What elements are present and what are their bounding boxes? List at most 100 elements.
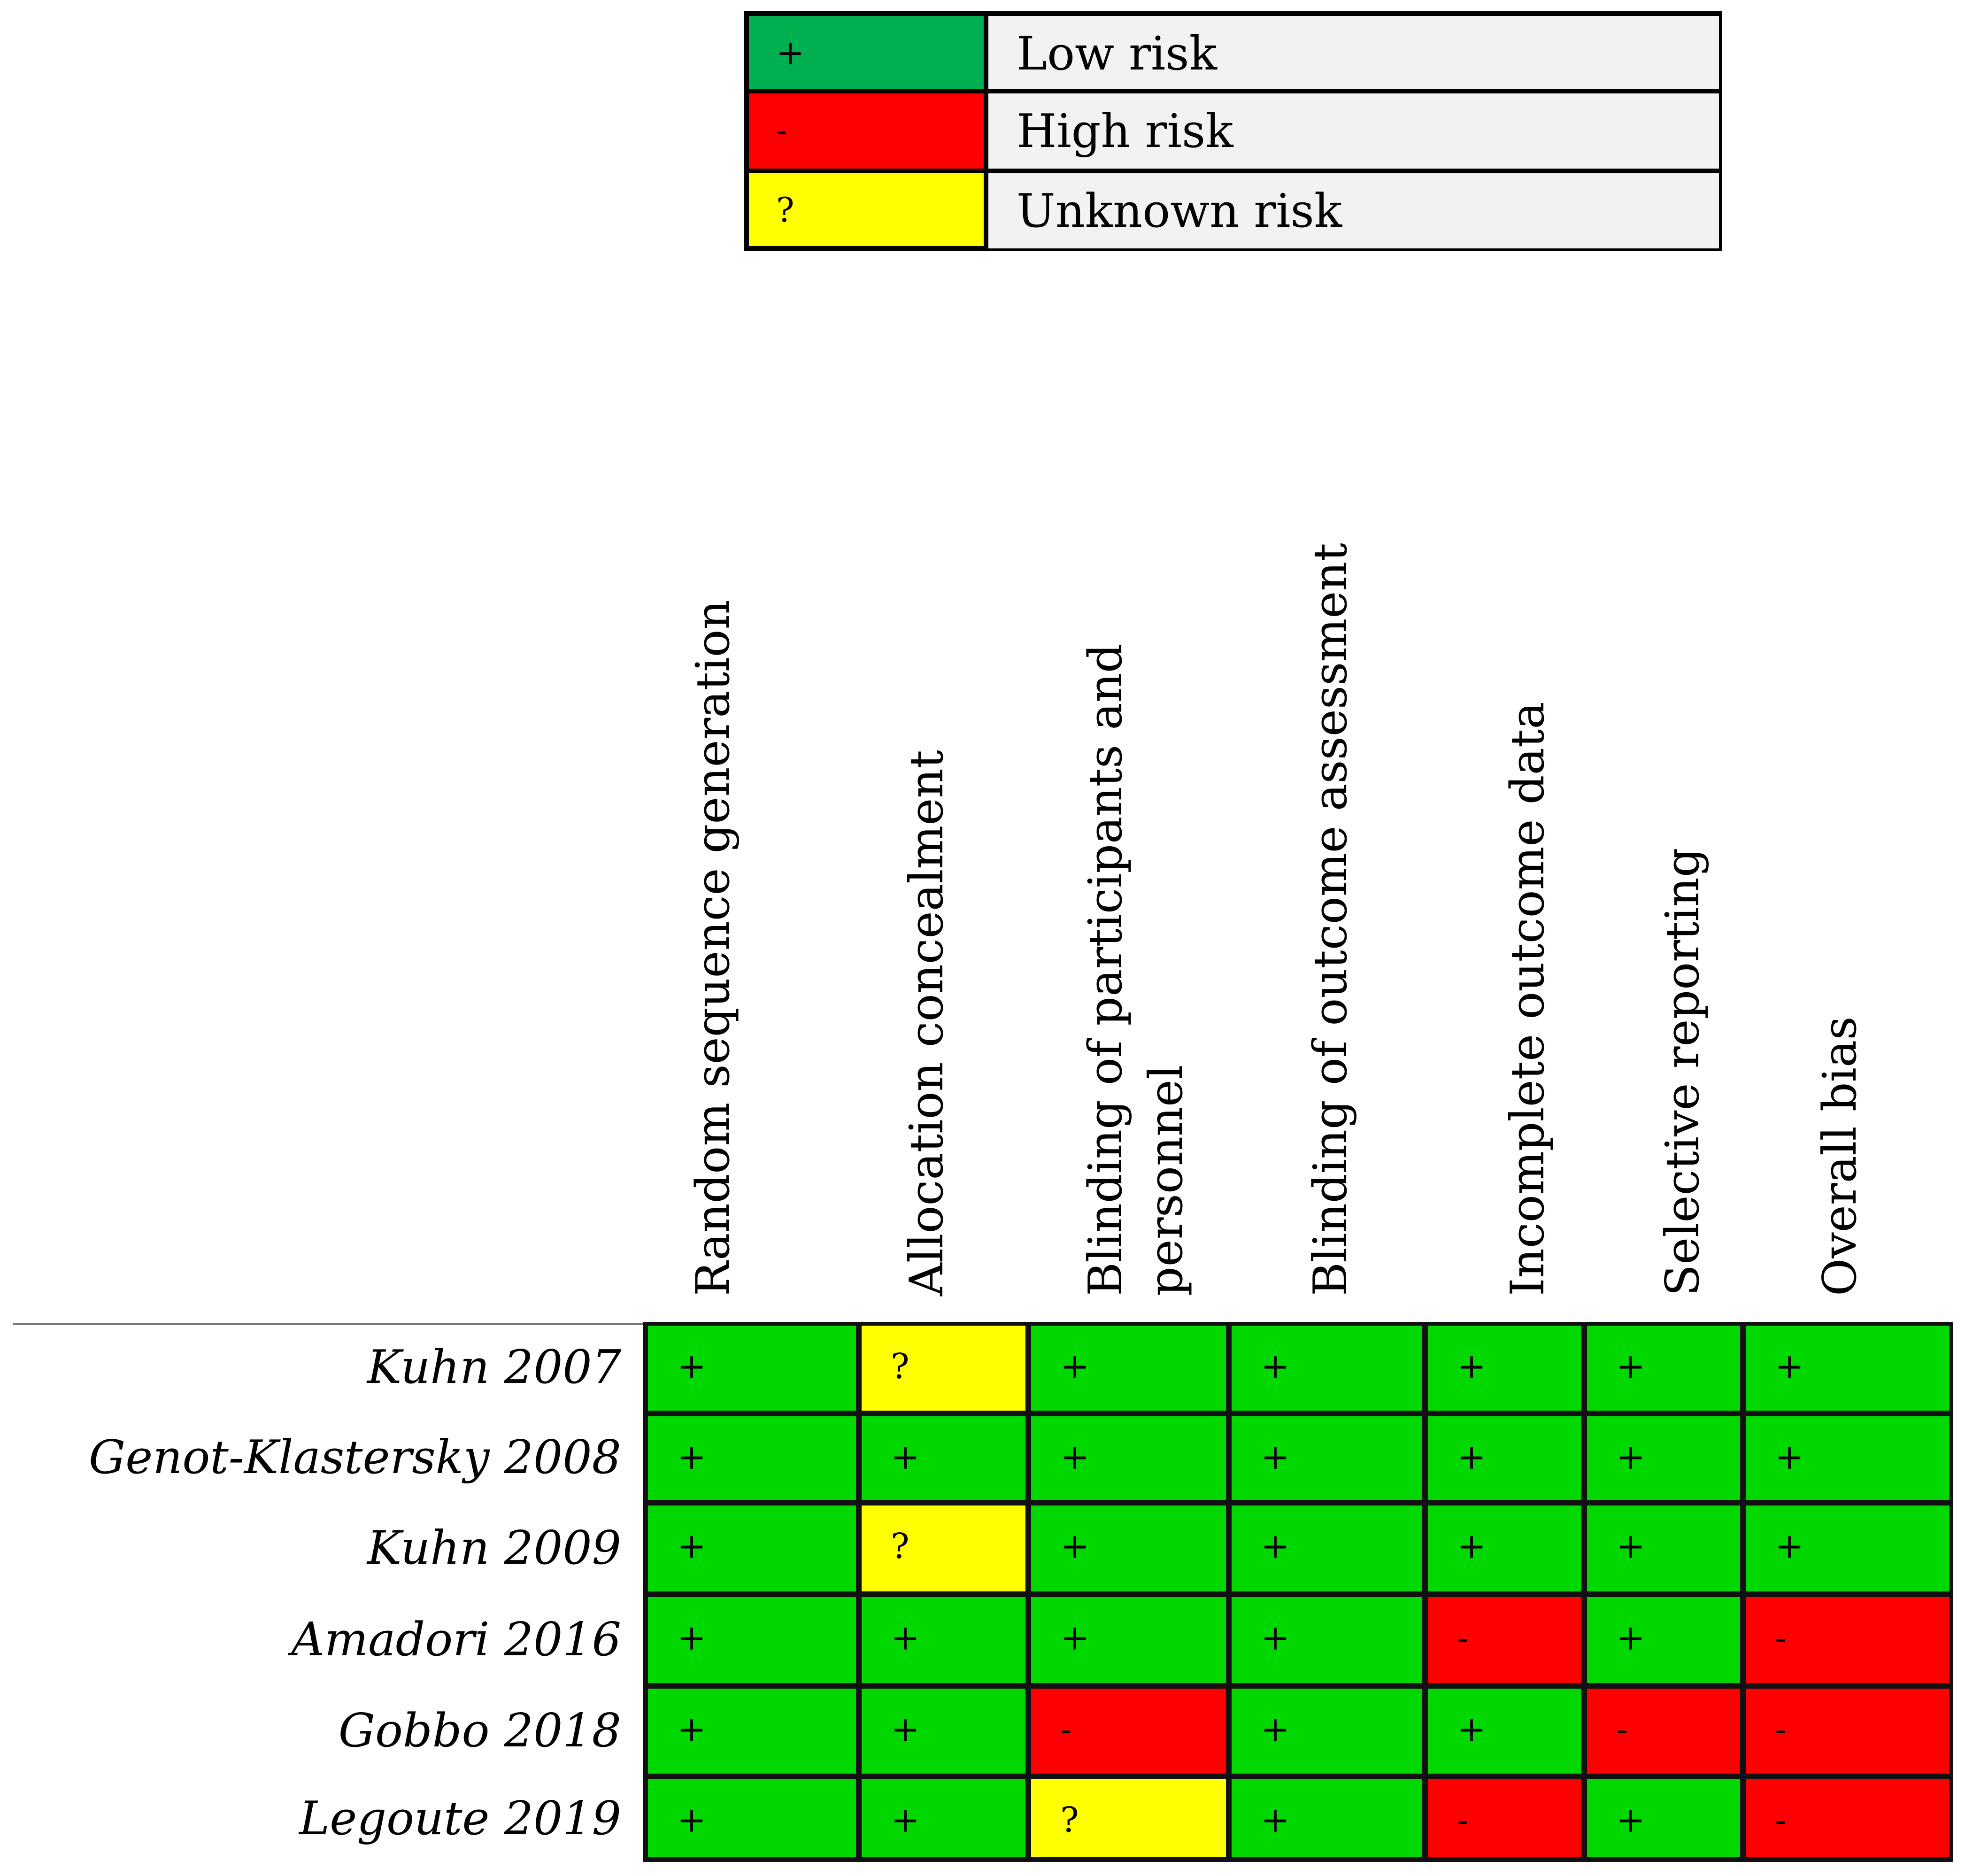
risk-symbol: +: [1261, 1526, 1290, 1567]
column-header-4: Blinding of outcome assessment: [1301, 543, 1361, 1296]
legend-label-cell-high: High risk: [988, 91, 1722, 171]
risk-symbol: +: [677, 1800, 707, 1840]
legend-swatch-high: -: [744, 91, 988, 171]
risk-symbol: +: [1261, 1618, 1290, 1658]
risk-symbol: +: [1775, 1526, 1804, 1567]
column-header-6: Selective reporting: [1653, 848, 1713, 1296]
risk-cell: +: [648, 1505, 856, 1591]
risk-cell: +: [1587, 1505, 1740, 1591]
risk-cell: +: [1232, 1326, 1422, 1411]
column-header-line: Blinding of outcome assessment: [1304, 543, 1358, 1296]
risk-symbol: +: [677, 1618, 707, 1658]
risk-cell: +: [1587, 1597, 1740, 1683]
risk-cell: +: [1232, 1505, 1422, 1591]
risk-cell: +: [862, 1779, 1025, 1857]
column-header-line: Selective reporting: [1656, 848, 1710, 1296]
risk-cell: +: [1031, 1326, 1226, 1411]
risk-symbol: +: [677, 1526, 707, 1567]
column-header-line: Blinding of participants and: [1079, 643, 1133, 1296]
risk-cell: ?: [862, 1326, 1025, 1411]
risk-symbol: +: [1261, 1346, 1290, 1387]
risk-cell: +: [1428, 1505, 1581, 1591]
study-label: Kuhn 2007: [367, 1340, 621, 1394]
column-header-1: Random sequence generation: [683, 600, 744, 1296]
risk-symbol: +: [677, 1709, 707, 1750]
risk-cell: +: [862, 1416, 1025, 1500]
risk-symbol: +: [1616, 1618, 1646, 1658]
risk-cell: +: [1746, 1326, 1950, 1411]
risk-cell: +: [1031, 1597, 1226, 1683]
risk-symbol: -: [1060, 1709, 1072, 1750]
risk-cell: +: [862, 1597, 1025, 1683]
study-label: Genot-Klastersky 2008: [89, 1431, 621, 1484]
risk-cell: +: [1428, 1689, 1581, 1774]
risk-symbol: -: [1616, 1709, 1628, 1750]
risk-cell: +: [862, 1689, 1025, 1774]
study-label: Amadori 2016: [291, 1613, 621, 1667]
risk-cell: +: [1031, 1416, 1226, 1500]
risk-symbol: -: [1775, 1800, 1787, 1840]
risk-symbol: ?: [1060, 1800, 1079, 1840]
risk-symbol: +: [1261, 1437, 1290, 1477]
header-rule: [13, 1323, 644, 1325]
risk-cell: +: [1232, 1779, 1422, 1857]
legend-row-high: - High risk: [744, 91, 1722, 171]
risk-cell: +: [648, 1326, 856, 1411]
risk-symbol: ?: [891, 1526, 909, 1567]
risk-cell: +: [1746, 1416, 1950, 1500]
risk-cell: -: [1031, 1689, 1226, 1774]
risk-of-bias-grid: +? + + + + + + + + + + + + +? + + + + + + + + + - + - + + - + + - - + +? + -…: [643, 1322, 1953, 1862]
risk-cell: +: [648, 1416, 856, 1500]
risk-symbol: +: [1457, 1437, 1487, 1477]
risk-symbol: +: [891, 1800, 920, 1840]
risk-symbol: -: [1775, 1709, 1787, 1750]
risk-symbol: +: [1060, 1346, 1090, 1387]
study-label: Legoute 2019: [299, 1792, 621, 1845]
risk-cell: +: [648, 1779, 856, 1857]
risk-cell: +: [1031, 1505, 1226, 1591]
risk-symbol: ?: [891, 1346, 909, 1387]
risk-cell: -: [1746, 1597, 1950, 1683]
risk-cell: +: [648, 1689, 856, 1774]
legend-row-low: + Low risk: [744, 11, 1722, 91]
column-header-7: Overall bias: [1810, 1016, 1871, 1296]
risk-cell: +: [1587, 1326, 1740, 1411]
risk-symbol: -: [1457, 1618, 1469, 1658]
risk-symbol: +: [1060, 1437, 1090, 1477]
risk-symbol: +: [1457, 1346, 1487, 1387]
legend-symbol-unknown: ?: [776, 190, 794, 230]
risk-cell: +: [1428, 1416, 1581, 1500]
legend-swatch-unknown: ?: [744, 171, 988, 251]
legend-row-unknown: ? Unknown risk: [744, 171, 1722, 251]
legend-label-cell-low: Low risk: [988, 11, 1722, 91]
column-header-2: Allocation concealment: [897, 750, 957, 1296]
risk-cell: -: [1587, 1689, 1740, 1774]
risk-symbol: -: [1775, 1618, 1787, 1658]
legend-symbol-high: -: [776, 110, 788, 150]
column-header-line: Overall bias: [1813, 1016, 1867, 1296]
risk-symbol: +: [1616, 1800, 1646, 1840]
legend-label-cell-unknown: Unknown risk: [988, 171, 1722, 251]
risk-cell: +: [648, 1597, 856, 1683]
column-header-line: Allocation concealment: [900, 750, 954, 1296]
risk-cell: ?: [862, 1505, 1025, 1591]
risk-symbol: +: [1060, 1526, 1090, 1567]
risk-symbol: +: [1775, 1437, 1804, 1477]
risk-symbol: +: [1060, 1618, 1090, 1658]
risk-cell: +: [1746, 1505, 1950, 1591]
risk-cell: +: [1232, 1597, 1422, 1683]
risk-cell: -: [1746, 1779, 1950, 1857]
legend-label-high: High risk: [1017, 105, 1233, 158]
risk-symbol: +: [1616, 1346, 1646, 1387]
column-header-5: Incomplete outcome data: [1498, 702, 1558, 1296]
risk-cell: +: [1587, 1779, 1740, 1857]
risk-symbol: +: [677, 1437, 707, 1477]
risk-symbol: +: [1261, 1709, 1290, 1750]
risk-cell: -: [1746, 1689, 1950, 1774]
risk-cell: +: [1587, 1416, 1740, 1500]
risk-symbol: +: [891, 1437, 920, 1477]
risk-cell: +: [1232, 1416, 1422, 1500]
risk-symbol: +: [1775, 1346, 1804, 1387]
legend: + Low risk - High risk ? Unknown risk: [744, 11, 1722, 251]
column-header-line: Random sequence generation: [686, 600, 740, 1296]
